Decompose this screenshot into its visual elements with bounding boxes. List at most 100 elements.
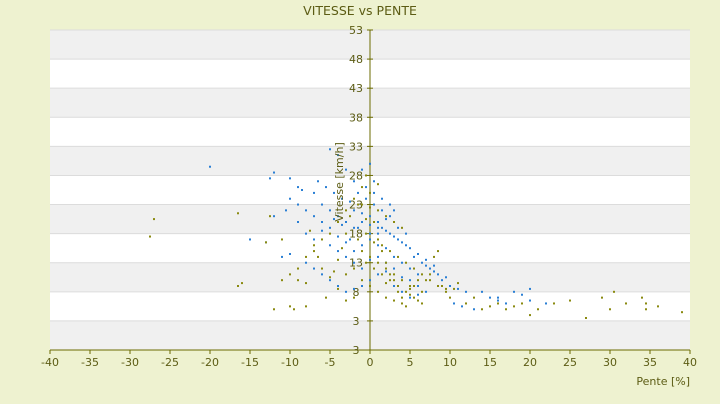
data-point bbox=[357, 226, 359, 229]
data-point bbox=[473, 296, 475, 299]
data-point bbox=[313, 238, 315, 241]
data-point bbox=[369, 258, 371, 261]
data-point bbox=[313, 244, 315, 247]
data-point bbox=[369, 215, 371, 218]
data-point bbox=[377, 261, 379, 264]
data-point bbox=[337, 235, 339, 238]
data-point bbox=[377, 273, 379, 276]
data-point bbox=[453, 302, 455, 305]
data-point bbox=[361, 279, 363, 282]
data-point bbox=[281, 255, 283, 258]
data-point bbox=[353, 226, 355, 229]
data-point bbox=[585, 317, 587, 319]
data-point bbox=[401, 279, 403, 282]
data-point bbox=[401, 241, 403, 244]
data-point bbox=[377, 238, 379, 241]
data-point bbox=[505, 308, 507, 311]
x-tick-label: -5 bbox=[325, 356, 336, 369]
data-point bbox=[393, 299, 395, 302]
data-point bbox=[305, 305, 307, 308]
data-point bbox=[361, 186, 363, 189]
data-point bbox=[369, 285, 371, 287]
data-point bbox=[401, 261, 403, 264]
data-point bbox=[333, 218, 335, 221]
x-tick-label: -20 bbox=[201, 356, 219, 369]
data-point bbox=[365, 174, 367, 177]
data-point bbox=[317, 255, 319, 258]
data-point bbox=[377, 226, 379, 229]
data-point bbox=[417, 299, 419, 302]
x-tick-label: 5 bbox=[407, 356, 414, 369]
data-point bbox=[321, 229, 323, 232]
data-point bbox=[281, 279, 283, 282]
data-point bbox=[345, 299, 347, 302]
y-tick-label: 3 bbox=[353, 315, 360, 328]
x-tick-label: 25 bbox=[563, 356, 577, 369]
data-point bbox=[393, 221, 395, 223]
data-point bbox=[369, 279, 371, 282]
data-point bbox=[377, 209, 379, 212]
data-point bbox=[353, 250, 355, 253]
data-point bbox=[393, 255, 395, 258]
data-point bbox=[553, 302, 555, 305]
data-point bbox=[345, 290, 347, 293]
data-point bbox=[397, 285, 399, 287]
data-point bbox=[425, 258, 427, 261]
data-point bbox=[413, 296, 415, 299]
data-point bbox=[681, 311, 683, 314]
data-point bbox=[209, 165, 211, 168]
data-point bbox=[353, 261, 355, 264]
data-point bbox=[641, 296, 643, 299]
data-point bbox=[645, 308, 647, 311]
data-point bbox=[481, 290, 483, 293]
y-tick-label: 23 bbox=[349, 199, 363, 212]
data-point bbox=[417, 279, 419, 282]
data-point bbox=[609, 308, 611, 311]
data-point bbox=[377, 221, 379, 223]
data-point bbox=[289, 305, 291, 308]
x-tick-label: -25 bbox=[161, 356, 179, 369]
data-point bbox=[385, 270, 387, 273]
data-point bbox=[321, 267, 323, 270]
data-point bbox=[393, 279, 395, 282]
data-point bbox=[289, 273, 291, 276]
data-point bbox=[285, 209, 287, 212]
y-tick-label: 38 bbox=[349, 111, 363, 124]
data-point bbox=[417, 293, 419, 296]
y-tick-label: 13 bbox=[349, 257, 363, 270]
data-point bbox=[353, 209, 355, 212]
data-point bbox=[465, 302, 467, 305]
data-point bbox=[305, 261, 307, 264]
data-point bbox=[413, 267, 415, 270]
data-point bbox=[353, 296, 355, 299]
data-point bbox=[305, 209, 307, 212]
y-tick-label: 48 bbox=[349, 53, 363, 66]
data-point bbox=[569, 299, 571, 302]
data-point bbox=[289, 197, 291, 200]
data-point bbox=[425, 264, 427, 267]
data-point bbox=[453, 287, 455, 290]
data-point bbox=[401, 276, 403, 279]
data-point bbox=[397, 226, 399, 229]
data-point bbox=[373, 267, 375, 270]
data-point bbox=[389, 232, 391, 235]
data-point bbox=[449, 296, 451, 299]
data-point bbox=[513, 290, 515, 293]
data-point bbox=[393, 267, 395, 270]
data-point bbox=[381, 273, 383, 276]
data-point bbox=[521, 302, 523, 305]
data-point bbox=[405, 290, 407, 293]
data-point bbox=[657, 305, 659, 308]
data-point bbox=[457, 282, 459, 285]
data-point bbox=[237, 212, 239, 215]
data-point bbox=[405, 232, 407, 235]
data-point bbox=[369, 238, 371, 241]
data-point bbox=[345, 168, 347, 171]
data-point bbox=[345, 209, 347, 212]
data-point bbox=[329, 232, 331, 235]
x-tick-label: -10 bbox=[281, 356, 299, 369]
data-point bbox=[613, 290, 615, 293]
data-point bbox=[361, 244, 363, 247]
data-point bbox=[397, 255, 399, 258]
